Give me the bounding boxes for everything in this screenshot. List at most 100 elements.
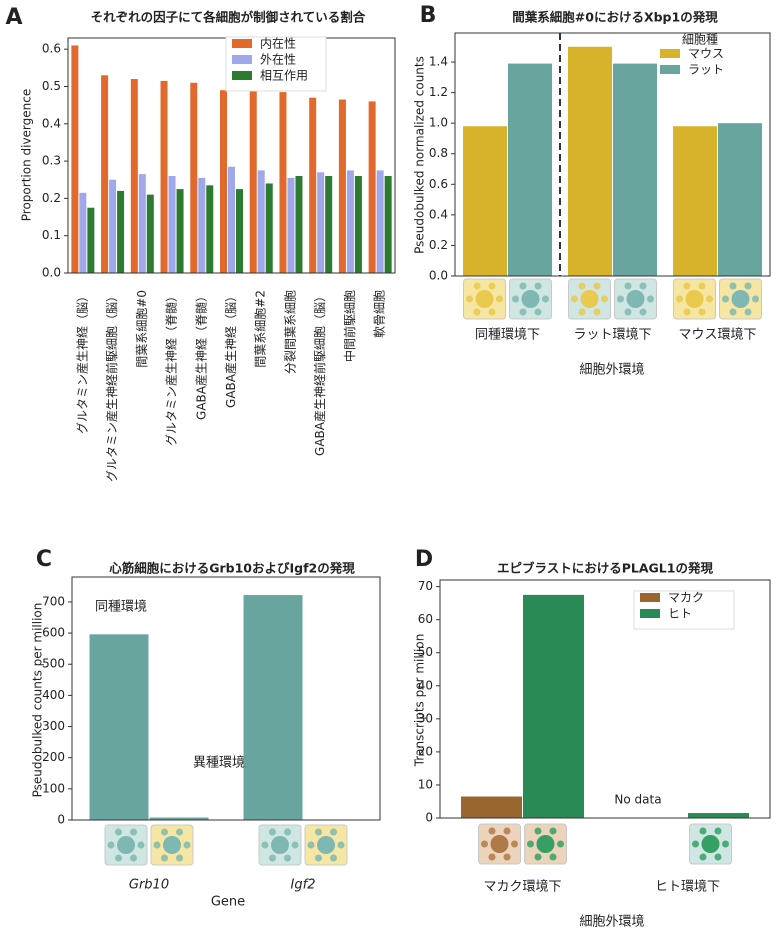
x-tick-label: グルタミン産生神経（脳） <box>74 290 89 434</box>
cell-icon-dot <box>639 308 647 316</box>
cell-icon-center <box>521 290 540 308</box>
cell-icon-dot <box>330 854 337 862</box>
cell-icon-center <box>731 290 750 308</box>
bar <box>130 79 138 274</box>
cell-icon-dot <box>512 295 519 303</box>
cell-icon-dot <box>519 282 527 290</box>
bar <box>384 176 392 273</box>
x-tick-label: 間葉系細胞#0 <box>135 290 149 368</box>
cell-icon-dot <box>698 308 706 316</box>
bar <box>206 185 214 273</box>
cell-icon-dot <box>752 295 759 303</box>
bar <box>71 45 79 274</box>
y-tick-label: 200 <box>42 750 65 764</box>
cell-icon-dot <box>593 308 601 316</box>
legend-swatch <box>660 65 680 74</box>
bar <box>198 177 206 273</box>
cell-icon-center <box>475 290 494 308</box>
bar <box>279 92 287 273</box>
cell-icon-dot <box>706 295 713 303</box>
cell-icon-dot <box>269 828 276 836</box>
x-tick-label: 中間前駆細胞 <box>342 290 357 362</box>
bar <box>160 80 168 274</box>
bar <box>176 189 184 273</box>
cell-icon-dot <box>183 841 191 849</box>
panel-letter: B <box>420 3 437 28</box>
y-tick-label: 400 <box>42 688 65 702</box>
bar <box>117 190 125 273</box>
bar <box>346 170 354 273</box>
x-tick-label: 同種環境下 <box>475 327 540 343</box>
cell-icon-center <box>701 835 720 853</box>
legend-swatch <box>640 593 660 602</box>
legend-swatch <box>660 49 680 58</box>
legend-label: 外在性 <box>260 53 296 67</box>
y-tick-label: 0.6 <box>42 42 61 56</box>
y-tick-label: 0.1 <box>42 228 61 242</box>
cell-icon-dot <box>676 295 683 303</box>
chart-title: それぞれの因子にて各細胞が制御されている割合 <box>91 10 366 25</box>
bar <box>376 170 384 273</box>
cell-icon-dot <box>269 854 276 862</box>
y-tick-label: 0.2 <box>429 238 448 252</box>
cell-icon-dot <box>542 295 549 303</box>
cell-icon-dot <box>315 828 322 836</box>
cell-icon-dot <box>496 295 503 303</box>
legend-swatch <box>232 71 252 80</box>
bar <box>309 97 317 273</box>
cell-icon-dot <box>130 854 137 862</box>
y-tick-label: 1.0 <box>429 116 448 130</box>
bar <box>673 126 717 277</box>
cell-icon-dot <box>503 853 511 861</box>
annotation: 同種環境 <box>95 599 147 615</box>
y-tick-label: 0.4 <box>42 116 61 130</box>
cell-icon-dot <box>744 308 752 316</box>
cell-icon-dot <box>699 853 707 861</box>
cell-icon-dot <box>176 828 183 836</box>
panel-letter: D <box>415 547 433 572</box>
y-tick-label: 0.0 <box>429 269 448 283</box>
cell-icon-dot <box>744 282 752 290</box>
cell-icon-dot <box>503 827 511 835</box>
cell-icon-dot <box>578 308 586 316</box>
x-axis-label: 細胞外環境 <box>579 363 644 378</box>
cell-icon-dot <box>261 841 269 849</box>
y-axis-label: Pseudobulked normalized counts <box>413 56 427 254</box>
panel-letter: C <box>36 547 52 572</box>
chart-title: 心筋細胞におけるGrb10およびIgf2の発現 <box>109 561 355 576</box>
bar <box>688 813 749 818</box>
legend-label: 内在性 <box>260 37 296 51</box>
bar <box>87 207 95 273</box>
cell-icon-dot <box>534 827 542 835</box>
annotation: 異種環境 <box>193 755 245 771</box>
y-tick-label: 70 <box>418 579 433 593</box>
cell-icon-center <box>317 836 335 854</box>
legend-swatch <box>232 55 252 64</box>
bar <box>243 595 303 820</box>
cell-icon-dot <box>337 841 345 849</box>
cell-icon-dot <box>488 282 496 290</box>
y-tick-label: 300 <box>42 719 65 733</box>
cell-icon-dot <box>519 308 527 316</box>
cell-icon-dot <box>699 827 707 835</box>
y-tick-label: 60 <box>418 612 433 626</box>
bar <box>354 176 362 273</box>
bar <box>138 174 146 273</box>
cell-icon-dot <box>315 854 322 862</box>
bar <box>325 176 333 273</box>
legend-swatch <box>232 39 252 48</box>
plot-frame <box>71 576 381 821</box>
y-tick-label: 1.2 <box>429 85 448 99</box>
cell-icon-dot <box>488 827 496 835</box>
cell-icon-dot <box>729 308 737 316</box>
y-tick-label: 100 <box>42 781 65 795</box>
cell-icon-dot <box>571 295 578 303</box>
y-tick-label: 0 <box>425 811 433 825</box>
y-tick-label: 40 <box>418 678 433 692</box>
legend-title: 細胞種 <box>682 33 718 47</box>
x-tick-label: グルタミン産生神経（脊髄） <box>164 290 179 446</box>
cell-icon-dot <box>624 282 632 290</box>
y-tick-label: 10 <box>418 777 433 791</box>
chart-title: エピブラストにおけるPLAGL1の発現 <box>497 561 713 576</box>
cell-icon-dot <box>130 828 137 836</box>
